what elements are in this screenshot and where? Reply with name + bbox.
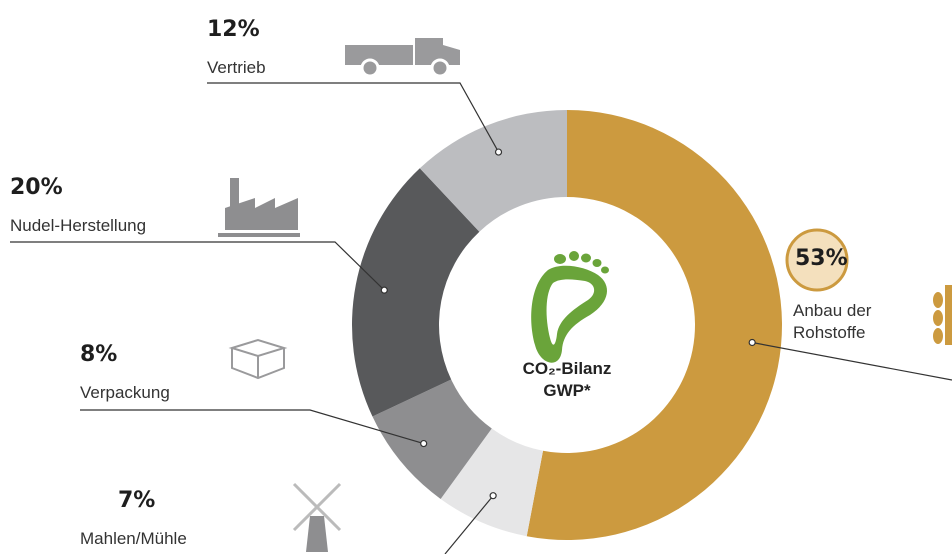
- leader-line: [207, 82, 500, 153]
- center-label: CO₂-Bilanz: [522, 359, 612, 378]
- factory-icon: [218, 178, 300, 237]
- percent-label: 53%: [795, 246, 848, 271]
- leader-line: [752, 341, 952, 381]
- leader-dot: [420, 439, 428, 448]
- footprint-icon: [531, 251, 609, 363]
- box-icon: [228, 338, 288, 380]
- segment-label: Anbau der Rohstoffe: [793, 301, 872, 342]
- donut-segment: [419, 110, 567, 232]
- segment-label: Mahlen/Mühle: [80, 529, 187, 548]
- donut: [352, 110, 782, 540]
- segment-label: Nudel-Herstellung: [10, 216, 147, 235]
- donut-segment: [372, 379, 492, 499]
- percent-badge: [785, 228, 849, 292]
- leader-dot: [380, 286, 388, 294]
- leader-line: [444, 495, 494, 554]
- donut-segment: [352, 168, 480, 417]
- leader-line: [10, 241, 385, 291]
- windmill-icon: [292, 482, 342, 552]
- percent-label: 20%: [10, 175, 63, 200]
- center-label: GWP*: [543, 381, 591, 400]
- leader-dot: [489, 492, 497, 500]
- leader-dot: [494, 148, 503, 156]
- percent-label: 8%: [80, 342, 118, 367]
- donut-segment: [526, 110, 782, 540]
- truck-icon: [345, 38, 460, 78]
- percent-label: 12%: [207, 17, 260, 42]
- wheat-icon: [933, 285, 952, 345]
- donut-segment: [440, 428, 544, 537]
- segment-label: Verpackung: [80, 383, 170, 402]
- leader-dot: [748, 338, 756, 347]
- segment-label: Vertrieb: [207, 58, 266, 77]
- leader-line: [80, 409, 424, 445]
- percent-label: 7%: [118, 488, 156, 513]
